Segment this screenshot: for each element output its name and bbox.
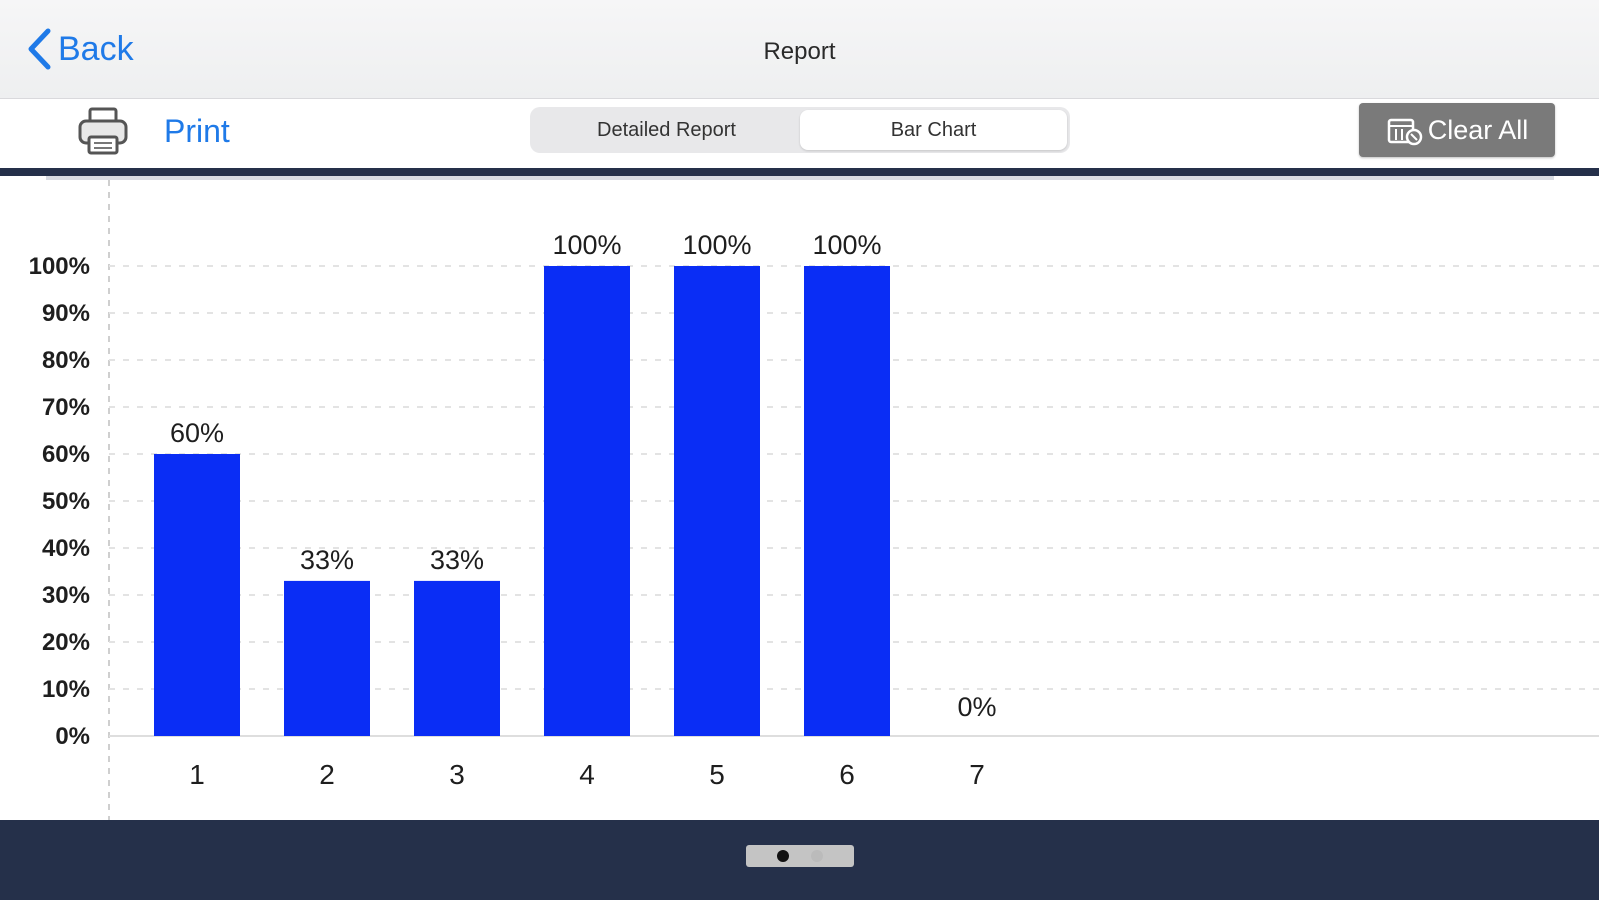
data-label: 100% (812, 230, 881, 260)
data-label: 100% (682, 230, 751, 260)
y-tick-label: 0% (55, 723, 90, 750)
y-tick-label: 90% (42, 300, 90, 327)
x-tick-label: 5 (709, 759, 725, 790)
y-tick-label: 80% (42, 347, 90, 374)
page-title: Report (763, 38, 836, 65)
data-label: 100% (552, 230, 621, 260)
data-label: 60% (170, 418, 224, 448)
toolbar-divider-highlight (46, 176, 1554, 180)
page-dot-2[interactable] (811, 850, 823, 862)
y-tick-label: 50% (42, 488, 90, 515)
print-button[interactable]: Print (164, 113, 230, 149)
segment-bar-chart[interactable]: Bar Chart (800, 110, 1067, 150)
data-label: 0% (957, 692, 996, 722)
clear-all-label: Clear All (1427, 114, 1529, 145)
y-tick-label: 70% (42, 394, 90, 421)
data-label: 33% (300, 545, 354, 575)
toolbar-divider (0, 168, 1599, 176)
x-tick-label: 6 (839, 759, 855, 790)
back-button[interactable]: Back (26, 24, 134, 74)
y-tick-label: 30% (42, 582, 90, 609)
y-tick-label: 40% (42, 535, 90, 562)
back-label: Back (58, 29, 134, 68)
x-tick-label: 4 (579, 759, 595, 790)
bar-chart: 0%10%20%30%40%50%60%70%80%90%100%60%133%… (29, 180, 1599, 820)
printer-icon[interactable] (76, 105, 130, 159)
x-tick-label: 3 (449, 759, 465, 790)
y-tick-label: 20% (42, 629, 90, 656)
chevron-left-icon (28, 28, 51, 70)
navigation-bar: Back Report (0, 0, 1599, 99)
report-view-segmented-control: Detailed Report Bar Chart (530, 107, 1070, 153)
footer-bar (0, 820, 1599, 900)
y-tick-label: 100% (29, 253, 90, 280)
y-tick-label: 60% (42, 441, 90, 468)
page-control[interactable] (746, 845, 854, 867)
clear-all-button[interactable]: Clear All (1359, 103, 1555, 157)
segment-detailed-report[interactable]: Detailed Report (597, 118, 736, 141)
bar (414, 580, 500, 736)
clear-all-icon (1387, 118, 1422, 146)
x-tick-label: 7 (969, 759, 985, 790)
y-tick-label: 10% (42, 676, 90, 703)
bar (804, 266, 890, 736)
page-dot-1[interactable] (777, 850, 789, 862)
data-label: 33% (430, 545, 484, 575)
bar (154, 454, 240, 736)
x-tick-label: 2 (319, 759, 335, 790)
bar (674, 266, 760, 736)
toolbar: Print Detailed Report Bar Chart Clear Al… (0, 99, 1599, 169)
x-tick-label: 1 (189, 759, 205, 790)
bar (544, 266, 630, 736)
bar (284, 580, 370, 736)
